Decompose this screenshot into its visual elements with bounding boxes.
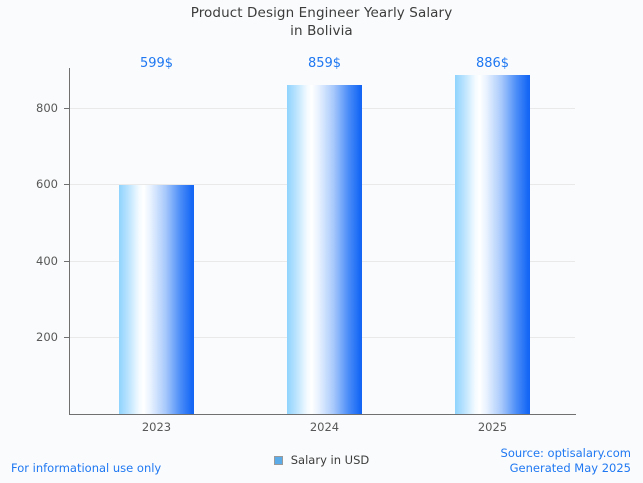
y-tick-mark-200 bbox=[64, 337, 70, 338]
disclaimer-text: For informational use only bbox=[11, 461, 162, 475]
y-tick-label-600: 600 bbox=[36, 177, 58, 191]
x-axis-line bbox=[69, 414, 576, 415]
bar-2024[interactable] bbox=[287, 85, 362, 414]
source-text: Source: optisalary.com bbox=[500, 446, 631, 460]
x-tick-label-2025: 2025 bbox=[477, 420, 508, 434]
chart-title-line-1: Product Design Engineer Yearly Salary bbox=[190, 5, 453, 21]
x-tick-label-2024: 2024 bbox=[309, 420, 340, 434]
bar-value-label-2023: 599$ bbox=[139, 56, 174, 71]
bar-value-label-2025: 886$ bbox=[475, 56, 510, 71]
legend-swatch-salary-in-usd bbox=[273, 456, 283, 465]
legend-label-salary-in-usd[interactable]: Salary in USD bbox=[290, 453, 370, 467]
y-tick-mark-400 bbox=[64, 261, 70, 262]
y-axis-line bbox=[69, 68, 70, 415]
y-tick-mark-600 bbox=[64, 184, 70, 185]
chart-title-line-2: in Bolivia bbox=[290, 23, 353, 39]
bar-value-label-2024: 859$ bbox=[307, 56, 342, 71]
chart-legend: Salary in USD bbox=[0, 454, 643, 467]
y-tick-label-400: 400 bbox=[36, 254, 58, 268]
generated-date-text: Generated May 2025 bbox=[509, 461, 631, 475]
source-block: Source: optisalary.com Generated May 202… bbox=[501, 446, 631, 476]
chart-title: Product Design Engineer Yearly Salary in… bbox=[0, 4, 643, 40]
y-tick-label-200: 200 bbox=[36, 330, 58, 344]
bar-2025[interactable] bbox=[455, 75, 530, 414]
y-tick-label-800: 800 bbox=[36, 101, 58, 115]
bar-2023[interactable] bbox=[119, 185, 194, 414]
y-tick-mark-800 bbox=[64, 108, 70, 109]
x-tick-label-2023: 2023 bbox=[141, 420, 172, 434]
